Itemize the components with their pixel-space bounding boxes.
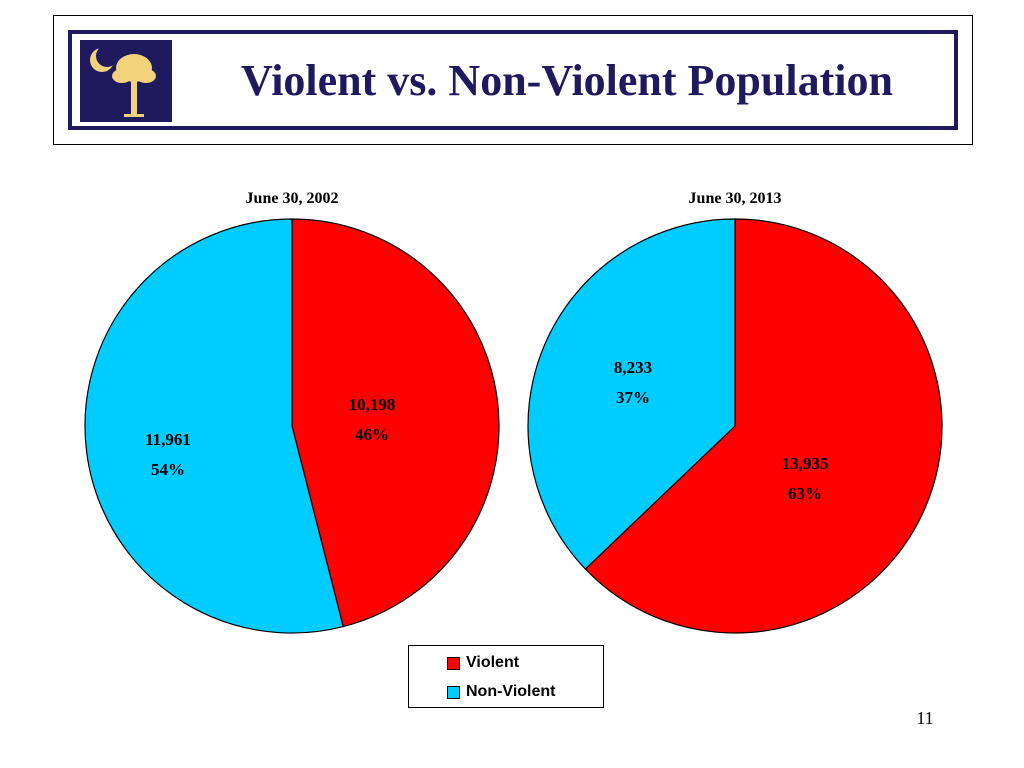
slide-title: Violent vs. Non-Violent Population: [241, 55, 893, 105]
legend-swatch-violent: [447, 656, 460, 670]
header-frame: Violent vs. Non-Violent Population: [53, 15, 973, 145]
legend-swatch-non-violent: [447, 685, 460, 699]
chart-title-2: June 30, 2013: [689, 190, 782, 207]
legend-item-non-violent: Non-Violent: [447, 683, 555, 701]
slice-percent-label-2-violent: 63%: [788, 484, 822, 503]
slice-value-label-1-violent: 10,198: [349, 395, 396, 414]
pie-slice-2-violent: [584, 218, 943, 634]
slice-percent-label-1-violent: 46%: [355, 425, 389, 444]
header-inner-frame: Violent vs. Non-Violent Population: [68, 30, 958, 130]
palmetto-crescent-icon: [80, 40, 172, 122]
legend: Violent Non-Violent: [408, 645, 604, 708]
page-number: 11: [916, 708, 934, 728]
legend-item-violent: Violent: [447, 654, 519, 672]
slice-percent-label-1-non-violent: 54%: [151, 460, 185, 479]
pie-slice-1-violent: [291, 218, 500, 628]
pie-slice-1-non-violent: [84, 218, 344, 634]
slice-value-label-1-non-violent: 11,961: [145, 430, 191, 449]
slice-percent-label-2-non-violent: 37%: [616, 388, 650, 407]
legend-label-non-violent: Non-Violent: [466, 683, 556, 700]
slice-value-label-2-non-violent: 8,233: [614, 358, 652, 377]
slice-value-label-2-violent: 13,935: [782, 454, 829, 473]
legend-label-violent: Violent: [466, 654, 520, 671]
pie-slice-2-non-violent: [527, 218, 736, 570]
chart-title-1: June 30, 2002: [246, 190, 339, 207]
